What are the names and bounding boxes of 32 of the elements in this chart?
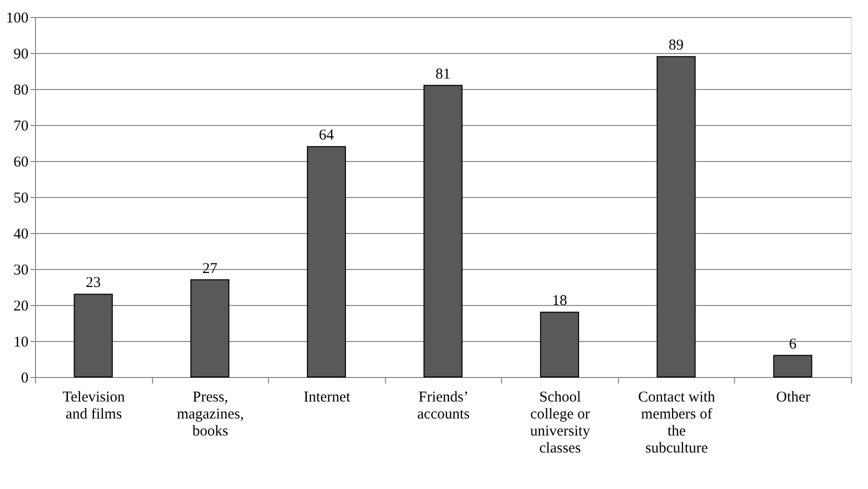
x-tick-label: Press, magazines, books bbox=[176, 390, 244, 440]
data-label: 23 bbox=[86, 275, 101, 292]
y-tick-label: 100 bbox=[6, 10, 28, 26]
y-tick-label: 30 bbox=[14, 262, 28, 278]
data-label: 6 bbox=[788, 336, 797, 352]
bar bbox=[540, 312, 580, 378]
y-tick-label: 0 bbox=[21, 370, 28, 386]
x-tick-label: Internet bbox=[304, 390, 352, 406]
data-label: 27 bbox=[202, 260, 218, 277]
x-tick-label: Contact with members of the subculture bbox=[638, 390, 716, 456]
x-tick-label: Television and films bbox=[62, 390, 126, 422]
bar bbox=[424, 84, 462, 378]
y-tick-label: 50 bbox=[14, 190, 28, 206]
bar bbox=[74, 294, 113, 378]
y-tick-label: 40 bbox=[14, 226, 28, 242]
x-tick-label: School college or university classes bbox=[530, 390, 591, 456]
data-label: 81 bbox=[436, 66, 450, 82]
x-tick-label: Other bbox=[776, 390, 810, 406]
y-tick-label: 70 bbox=[14, 118, 28, 134]
bar bbox=[190, 279, 230, 378]
y-tick-label: 10 bbox=[14, 334, 28, 350]
data-label: 18 bbox=[552, 293, 568, 310]
bar bbox=[773, 354, 812, 378]
y-tick-label: 80 bbox=[14, 82, 28, 98]
y-tick-label: 90 bbox=[14, 46, 28, 62]
x-tick-label: Friends’ accounts bbox=[417, 390, 470, 422]
bar bbox=[306, 146, 346, 378]
bar bbox=[656, 56, 696, 378]
data-label: 89 bbox=[668, 38, 684, 54]
y-tick-label: 60 bbox=[14, 154, 28, 170]
y-tick-label: 20 bbox=[14, 298, 28, 314]
data-label: 64 bbox=[318, 128, 334, 144]
